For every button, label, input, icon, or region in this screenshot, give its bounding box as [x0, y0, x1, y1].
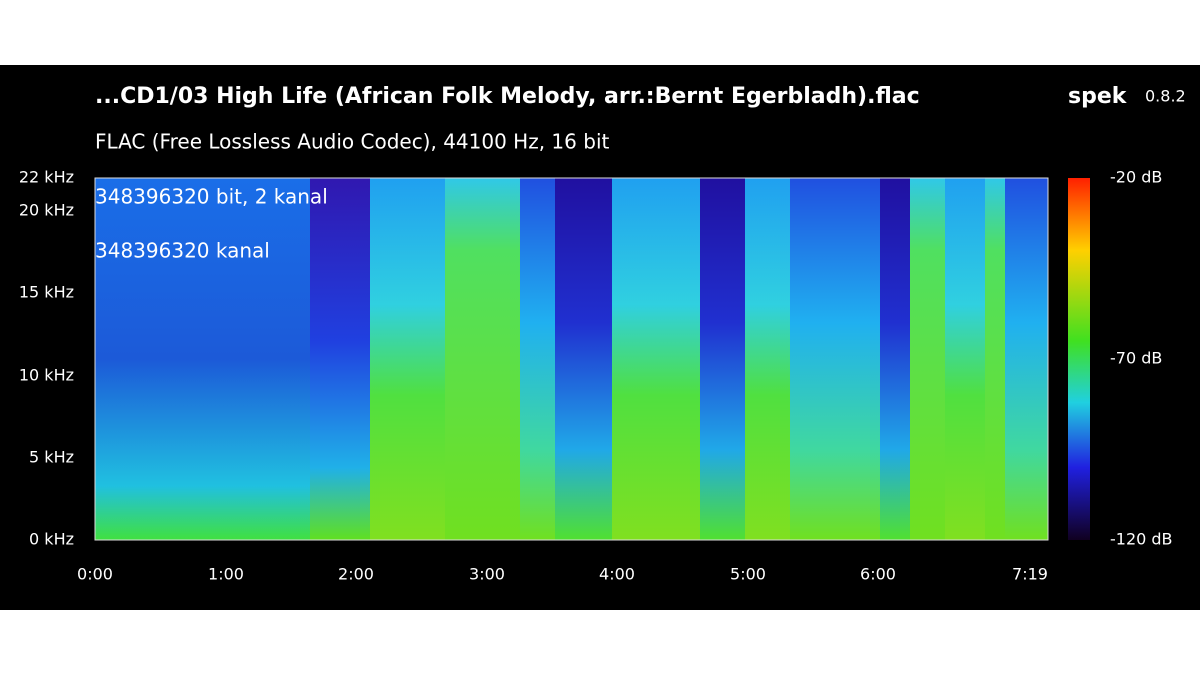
level-tick-label: -70 dB — [1110, 349, 1162, 368]
overlay-text: 348396320 bit, 2 kanal — [95, 185, 328, 209]
level-tick-label: -20 dB — [1110, 168, 1162, 187]
app-version: 0.8.2 — [1145, 87, 1186, 106]
level-axis: -20 dB -70 dB -120 dB — [1110, 168, 1173, 549]
x-tick-label: 0:00 — [77, 565, 113, 584]
x-tick-label: 6:00 — [860, 565, 896, 584]
app-name: spek — [1068, 84, 1128, 109]
y-tick-label: 0 kHz — [29, 530, 74, 549]
x-tick-label: 4:00 — [599, 565, 635, 584]
spectrogram — [94, 177, 1049, 541]
x-tick-label: 5:00 — [730, 565, 766, 584]
y-tick-label: 15 kHz — [19, 283, 74, 302]
overlay-text: 348396320 kanal — [95, 239, 270, 263]
level-tick-label: -120 dB — [1110, 530, 1173, 549]
file-info: FLAC (Free Lossless Audio Codec), 44100 … — [95, 130, 609, 154]
x-tick-label: 1:00 — [208, 565, 244, 584]
window-title: ...CD1/03 High Life (African Folk Melody… — [95, 84, 920, 109]
color-scale — [1068, 178, 1090, 540]
x-tick-label: 3:00 — [469, 565, 505, 584]
y-tick-label: 20 kHz — [19, 201, 74, 220]
x-tick-label: 7:19 — [1012, 565, 1048, 584]
time-axis: 0:00 1:00 2:00 3:00 4:00 5:00 6:00 7:19 — [77, 565, 1048, 584]
frequency-axis: 22 kHz 20 kHz 15 kHz 10 kHz 5 kHz 0 kHz — [19, 168, 74, 549]
y-tick-label: 10 kHz — [19, 366, 74, 385]
y-tick-label: 5 kHz — [29, 448, 74, 467]
x-tick-label: 2:00 — [338, 565, 374, 584]
y-tick-label: 22 kHz — [19, 168, 74, 187]
